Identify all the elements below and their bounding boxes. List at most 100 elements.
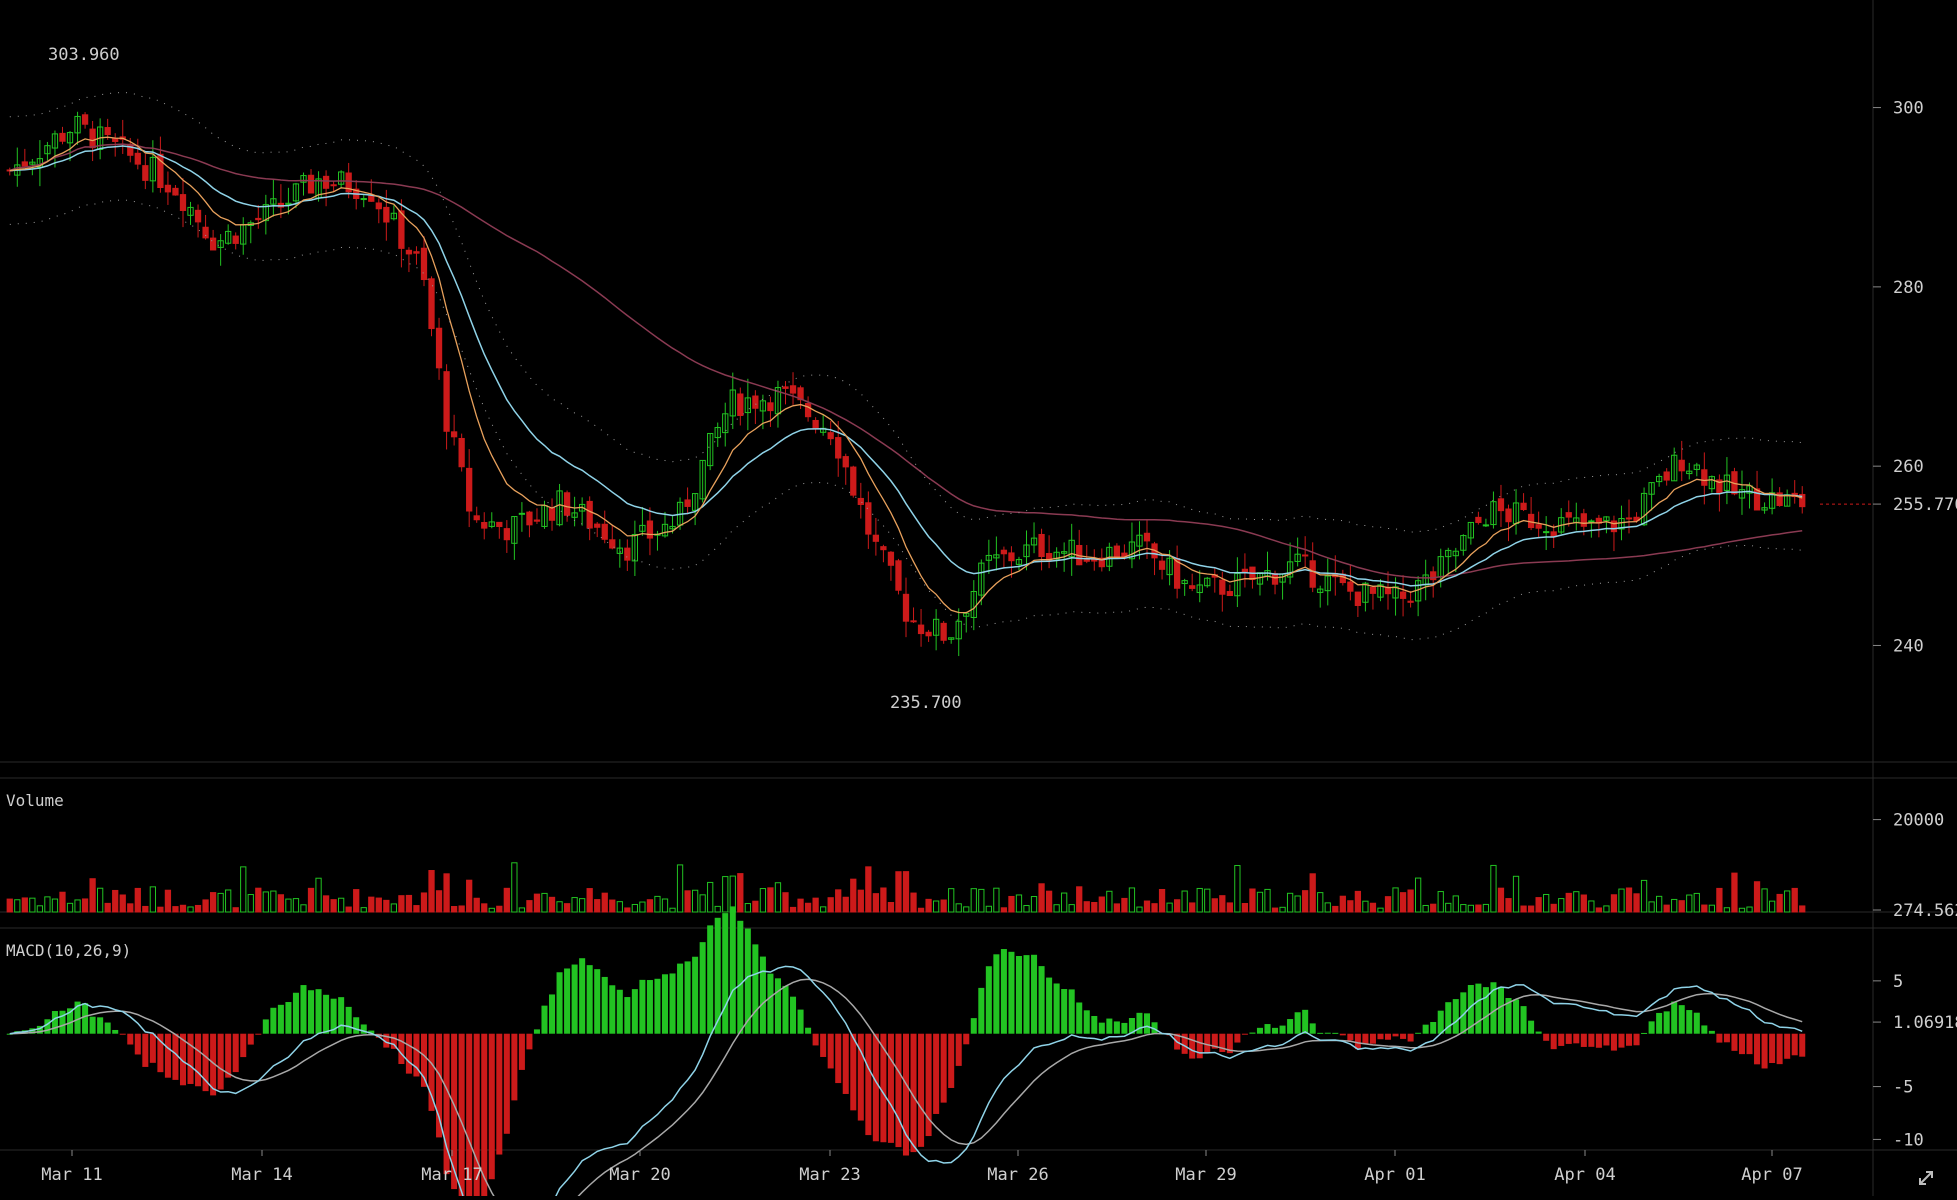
candle[interactable] [586, 500, 593, 529]
volume-bar[interactable] [44, 896, 51, 913]
candle[interactable] [428, 278, 435, 330]
volume-bar[interactable] [1716, 887, 1723, 913]
volume-panel[interactable] [6, 862, 1806, 913]
volume-bar[interactable] [375, 897, 382, 913]
candle[interactable] [609, 539, 616, 549]
volume-bar[interactable] [910, 892, 917, 913]
candle[interactable] [812, 419, 819, 429]
volume-bar[interactable] [428, 870, 435, 913]
candle[interactable] [1038, 533, 1045, 557]
volume-bar[interactable] [842, 896, 849, 913]
candle[interactable] [1799, 493, 1806, 508]
volume-bar[interactable] [759, 888, 767, 913]
candle[interactable] [405, 249, 413, 255]
candle[interactable] [1384, 586, 1392, 595]
candle[interactable] [1625, 517, 1633, 520]
candle[interactable] [571, 512, 578, 518]
volume-bar[interactable] [1136, 906, 1143, 913]
volume-bar[interactable] [164, 889, 172, 913]
candle[interactable] [262, 204, 269, 222]
volume-bar[interactable] [1354, 890, 1362, 913]
candle[interactable] [631, 533, 639, 562]
volume-bar[interactable] [955, 903, 962, 913]
volume-bar[interactable] [315, 877, 322, 913]
volume-bar[interactable] [353, 889, 360, 913]
volume-bar[interactable] [1249, 888, 1256, 913]
volume-bar[interactable] [1271, 907, 1279, 913]
candle[interactable] [1317, 588, 1324, 593]
volume-bar[interactable] [533, 893, 541, 913]
candle[interactable] [963, 612, 970, 617]
volume-bar[interactable] [511, 862, 518, 913]
candle[interactable] [722, 413, 729, 434]
volume-bar[interactable] [932, 900, 940, 913]
volume-bar[interactable] [458, 905, 465, 913]
candle[interactable] [699, 459, 706, 500]
candle[interactable] [322, 175, 330, 189]
candle[interactable] [1648, 482, 1655, 495]
volume-bar[interactable] [1618, 888, 1625, 913]
candle[interactable] [1083, 559, 1090, 562]
volume-bar[interactable] [1527, 905, 1535, 913]
volume-bar[interactable] [1000, 907, 1008, 913]
volume-bar[interactable] [1595, 907, 1603, 913]
candle[interactable] [375, 202, 382, 210]
volume-bar[interactable] [1588, 900, 1595, 913]
volume-bar[interactable] [1324, 902, 1331, 913]
volume-bar[interactable] [1497, 887, 1505, 913]
volume-bar[interactable] [473, 897, 480, 913]
volume-bar[interactable] [1708, 904, 1715, 913]
candle[interactable] [1286, 561, 1294, 578]
candle[interactable] [1113, 545, 1121, 559]
candle[interactable] [473, 515, 480, 521]
volume-bar[interactable] [322, 895, 330, 913]
candle[interactable] [526, 511, 533, 526]
volume-bar[interactable] [978, 888, 985, 913]
candle[interactable] [89, 128, 96, 149]
volume-bar[interactable] [1030, 896, 1038, 913]
candle[interactable] [1656, 475, 1663, 483]
candle[interactable] [1369, 586, 1377, 594]
volume-bar[interactable] [1076, 886, 1083, 913]
candle[interactable] [503, 528, 510, 541]
volume-bar[interactable] [21, 897, 28, 913]
volume-bar[interactable] [797, 898, 804, 913]
candle[interactable] [1128, 541, 1136, 560]
volume-bar[interactable] [1467, 904, 1474, 913]
candle[interactable] [255, 217, 262, 221]
volume-bar[interactable] [1648, 901, 1655, 913]
volume-bar[interactable] [420, 892, 428, 913]
volume-bar[interactable] [134, 887, 141, 913]
volume-bar[interactable] [405, 894, 413, 913]
candle[interactable] [1098, 557, 1105, 568]
candle[interactable] [789, 385, 797, 394]
volume-bar[interactable] [518, 907, 526, 913]
volume-bar[interactable] [179, 904, 187, 913]
volume-bar[interactable] [1512, 875, 1520, 913]
volume-bar[interactable] [1640, 879, 1648, 913]
candle[interactable] [880, 546, 887, 551]
candle[interactable] [1008, 552, 1015, 562]
volume-bar[interactable] [1045, 890, 1053, 913]
candle[interactable] [661, 523, 669, 537]
candle[interactable] [481, 522, 488, 529]
candle[interactable] [978, 562, 985, 596]
volume-bar[interactable] [1407, 889, 1414, 913]
volume-bar[interactable] [1768, 900, 1776, 913]
candle[interactable] [1309, 560, 1316, 588]
candle[interactable] [1497, 498, 1505, 512]
candle[interactable] [81, 114, 89, 125]
candle[interactable] [172, 187, 179, 196]
candle[interactable] [872, 534, 880, 542]
candle[interactable] [338, 171, 345, 185]
volume-bar[interactable] [398, 895, 405, 913]
volume-bar[interactable] [1286, 892, 1294, 913]
volume-bar[interactable] [1445, 902, 1452, 913]
candle[interactable] [1430, 571, 1437, 581]
volume-bar[interactable] [1475, 904, 1482, 913]
candle[interactable] [112, 138, 119, 142]
candle[interactable] [187, 206, 194, 216]
volume-bar[interactable] [383, 899, 390, 913]
volume-bar[interactable] [240, 866, 247, 913]
